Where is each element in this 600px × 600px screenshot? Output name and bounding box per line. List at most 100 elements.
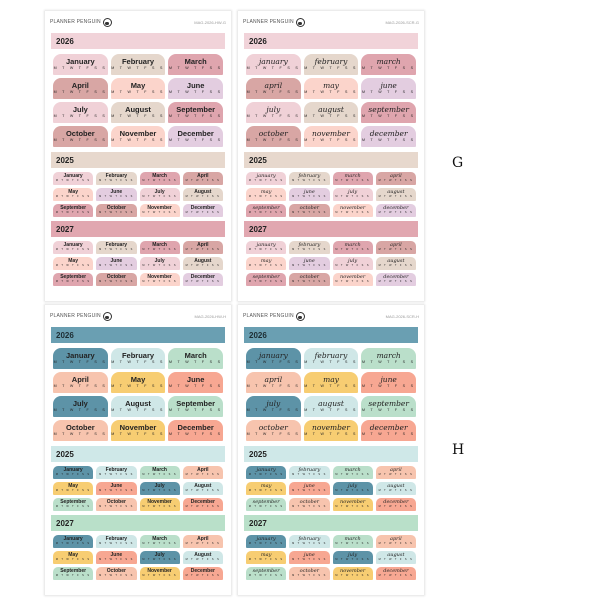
weekday-letters: M T W T F S S bbox=[248, 179, 284, 183]
weekday-letters: M T W T F S S bbox=[55, 248, 91, 252]
month-name: November bbox=[119, 129, 157, 139]
weekday-letters: M T W T F S S bbox=[248, 558, 284, 562]
month-sticker: april M T W T F S S bbox=[375, 241, 416, 254]
month-sticker: February M T W T F S S bbox=[110, 54, 166, 75]
month-sticker: May M T W T F S S bbox=[53, 551, 94, 564]
weekday-letters: M T W T F S S bbox=[185, 264, 221, 268]
month-name: January bbox=[65, 57, 95, 67]
month-sticker: January M T W T F S S bbox=[53, 535, 94, 548]
month-name: January bbox=[63, 467, 83, 474]
weekday-letters: M T W T F S S bbox=[246, 359, 301, 364]
month-name: April bbox=[197, 242, 209, 249]
month-name: december bbox=[383, 568, 409, 575]
month-name: July bbox=[154, 189, 165, 196]
month-name: may bbox=[260, 258, 272, 265]
month-sticker: december M T W T F S S bbox=[361, 126, 416, 147]
month-sticker: June M T W T F S S bbox=[96, 257, 137, 270]
year-banner: 2025 bbox=[51, 446, 225, 462]
month-name: January bbox=[65, 351, 95, 361]
penguin-icon bbox=[102, 17, 112, 27]
month-name: February bbox=[105, 173, 128, 180]
month-sticker: march M T W T F S S bbox=[332, 466, 373, 479]
month-sticker: april M T W T F S S bbox=[375, 466, 416, 479]
month-name: may bbox=[260, 483, 272, 490]
month-name: September bbox=[176, 399, 216, 409]
month-name: september bbox=[368, 399, 409, 409]
month-name: January bbox=[63, 242, 83, 249]
month-sticker: March M T W T F S S bbox=[139, 241, 180, 254]
weekday-letters: M T W T F S S bbox=[53, 89, 108, 94]
product-code: MAG-2026-SCR-H bbox=[385, 313, 419, 319]
weekday-letters: M T W T F S S bbox=[185, 473, 221, 477]
month-name: april bbox=[264, 81, 283, 91]
month-sticker: May M T W T F S S bbox=[53, 188, 94, 201]
weekday-letters: M T W T F S S bbox=[53, 137, 108, 142]
month-name: June bbox=[110, 258, 123, 265]
weekday-letters: M T W T F S S bbox=[55, 558, 91, 562]
month-name: April bbox=[197, 536, 209, 543]
month-sticker: january M T W T F S S bbox=[246, 54, 301, 75]
weekday-letters: M T W T F S S bbox=[292, 542, 327, 546]
month-name: December bbox=[177, 423, 214, 433]
month-name: November bbox=[147, 205, 172, 212]
month-name: november bbox=[312, 423, 350, 433]
weekday-letters: M T W T F S S bbox=[292, 558, 327, 562]
month-sticker: July M T W T F S S bbox=[139, 551, 180, 564]
month-sticker: January M T W T F S S bbox=[53, 172, 94, 185]
month-name: april bbox=[389, 536, 402, 543]
month-name: december bbox=[369, 129, 408, 139]
month-sticker: october M T W T F S S bbox=[289, 567, 330, 580]
month-sticker: February M T W T F S S bbox=[110, 348, 166, 369]
month-name: August bbox=[194, 189, 212, 196]
month-name: March bbox=[184, 57, 207, 67]
month-name: november bbox=[339, 274, 366, 281]
month-sticker: September M T W T F S S bbox=[168, 102, 223, 123]
weekday-letters: M T W T F S S bbox=[111, 431, 165, 436]
month-name: December bbox=[190, 568, 215, 575]
weekday-letters: M T W T F S S bbox=[304, 65, 358, 70]
weekday-letters: M T W T F S S bbox=[142, 195, 177, 199]
month-name: march bbox=[344, 173, 361, 180]
month-sticker: november M T W T F S S bbox=[332, 567, 373, 580]
month-name: september bbox=[252, 274, 280, 281]
year-banner: 2025 bbox=[244, 446, 418, 462]
month-sticker: january M T W T F S S bbox=[246, 241, 287, 254]
month-name: march bbox=[376, 351, 401, 361]
month-name: september bbox=[252, 499, 280, 506]
month-name: october bbox=[258, 129, 288, 139]
weekday-letters: M T W T F S S bbox=[292, 264, 327, 268]
month-name: February bbox=[121, 351, 155, 361]
month-name: february bbox=[314, 57, 348, 67]
month-sticker: november M T W T F S S bbox=[332, 498, 373, 511]
month-name: November bbox=[147, 274, 172, 281]
weekday-letters: M T W T F S S bbox=[246, 383, 301, 388]
month-sticker: march M T W T F S S bbox=[361, 54, 416, 75]
month-name: june bbox=[303, 552, 315, 559]
month-sticker: november M T W T F S S bbox=[332, 273, 373, 286]
month-sticker: may M T W T F S S bbox=[246, 482, 287, 495]
month-name: june bbox=[303, 189, 315, 196]
month-sticker: November M T W T F S S bbox=[139, 273, 180, 286]
weekday-letters: M T W T F S S bbox=[292, 248, 327, 252]
month-name: July bbox=[72, 105, 88, 115]
weekday-letters: M T W T F S S bbox=[304, 359, 358, 364]
month-sticker: September M T W T F S S bbox=[53, 273, 94, 286]
weekday-letters: M T W T F S S bbox=[185, 248, 221, 252]
month-sticker: December M T W T F S S bbox=[168, 126, 223, 147]
month-sticker: July M T W T F S S bbox=[139, 482, 180, 495]
weekday-letters: M T W T F S S bbox=[292, 195, 327, 199]
weekday-letters: M T W T F S S bbox=[292, 505, 327, 509]
month-sticker: september M T W T F S S bbox=[246, 273, 287, 286]
month-name: September bbox=[60, 274, 87, 281]
month-name: july bbox=[348, 552, 358, 559]
sheet-header: PLANNER PENGUIN MAG-2026-HW-G bbox=[50, 14, 226, 30]
month-grid: January M T W T F S S February M T W T F S … bbox=[53, 172, 223, 217]
sticker-sheet-h-print: PLANNER PENGUIN MAG-2026-HW-H 2026 January M… bbox=[45, 305, 231, 595]
month-name: December bbox=[190, 205, 215, 212]
variant-label-g: G bbox=[452, 155, 464, 171]
month-name: November bbox=[147, 568, 172, 575]
month-sticker: july M T W T F S S bbox=[246, 102, 301, 123]
month-sticker: November M T W T F S S bbox=[110, 420, 166, 441]
weekday-letters: M T W T F S S bbox=[378, 489, 414, 493]
